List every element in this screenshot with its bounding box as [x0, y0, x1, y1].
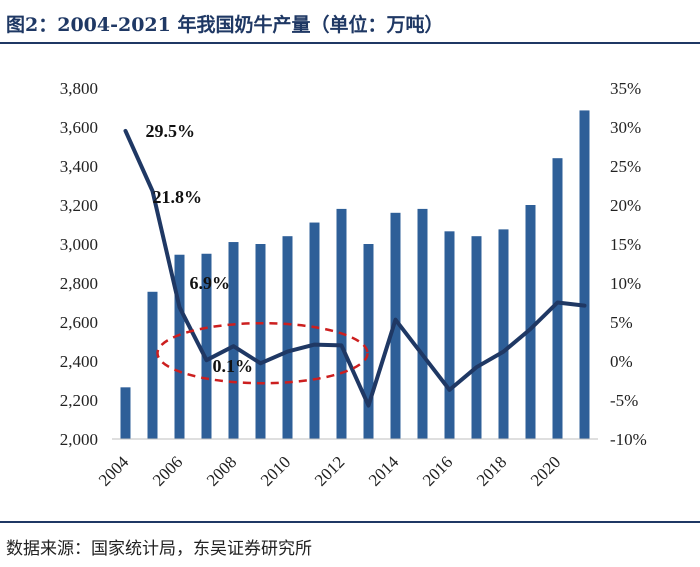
- right-tick-label: -5%: [610, 391, 638, 410]
- growth-point-2016: [449, 389, 450, 391]
- left-tick-label: 3,800: [60, 79, 98, 98]
- bar-2004: [120, 387, 131, 439]
- left-tick-label: 3,400: [60, 157, 98, 176]
- x-tick-label: 2004: [95, 452, 133, 490]
- bar-2007: [201, 253, 212, 439]
- highlight-layer: [156, 321, 369, 385]
- bar-2011: [309, 222, 320, 439]
- bar-2013: [363, 244, 374, 439]
- highlight-ellipse: [156, 321, 369, 385]
- bar-2010: [282, 236, 293, 439]
- x-tick-label: 2016: [419, 452, 456, 489]
- x-tick-label: 2010: [257, 452, 294, 489]
- growth-line: [123, 128, 587, 408]
- growth-point-2013: [368, 404, 369, 406]
- bar-2017: [471, 236, 482, 439]
- data-label-2004: 29.5%: [146, 121, 196, 141]
- page-title: 图2：2004-2021 年我国奶牛产量（单位：万吨）: [6, 14, 444, 36]
- growth-point-2007: [206, 359, 207, 361]
- label-layer: 29.5% 21.8% 6.9% 0.1%: [146, 121, 254, 376]
- growth-point-2005: [152, 190, 153, 192]
- footer-divider: [0, 521, 700, 523]
- left-tick-label: 2,400: [60, 352, 98, 371]
- left-tick-label: 2,800: [60, 274, 98, 293]
- right-tick-label: 5%: [610, 313, 633, 332]
- growth-point-2019: [530, 328, 531, 330]
- growth-point-2009: [260, 362, 261, 364]
- bars-layer: [120, 110, 590, 440]
- left-tick-label: 3,600: [60, 118, 98, 137]
- left-tick-label: 2,200: [60, 391, 98, 410]
- right-tick-label: 20%: [610, 196, 641, 215]
- right-tick-label: 30%: [610, 118, 641, 137]
- title-bar: 图2：2004-2021 年我国奶牛产量（单位：万吨）: [0, 0, 700, 40]
- right-tick-label: 25%: [610, 157, 641, 176]
- title-divider: [0, 42, 700, 44]
- growth-point-2018: [503, 351, 504, 353]
- left-tick-label: 3,200: [60, 196, 98, 215]
- data-label-2006: 6.9%: [190, 273, 231, 293]
- bar-2005: [147, 291, 158, 439]
- right-tick-label: 35%: [610, 79, 641, 98]
- growth-point-2008: [233, 345, 234, 347]
- chart: 2,000 2,200 2,400 2,600 2,800 3,000 3,200 3,400…: [60, 79, 647, 490]
- data-label-2005: 21.8%: [153, 187, 203, 207]
- left-tick-label: 2,000: [60, 430, 98, 449]
- x-tick-label: 2008: [203, 452, 240, 489]
- right-tick-label: 0%: [610, 352, 633, 371]
- bar-2009: [255, 244, 266, 439]
- right-tick-label: 10%: [610, 274, 641, 293]
- bar-2018: [498, 229, 509, 439]
- left-tick-label: 3,000: [60, 235, 98, 254]
- x-tick-label: 2014: [365, 452, 403, 490]
- growth-point-2012: [341, 344, 342, 346]
- growth-point-2014: [395, 319, 396, 321]
- source-note: 数据来源：国家统计局，东吴证券研究所: [6, 539, 312, 559]
- x-tick-label: 2018: [473, 452, 510, 489]
- line-layer: [123, 128, 587, 408]
- growth-point-2021: [584, 305, 585, 307]
- growth-point-2011: [314, 344, 315, 346]
- bar-2020: [552, 158, 563, 439]
- bar-2021: [579, 110, 590, 440]
- growth-point-2010: [287, 351, 288, 353]
- growth-point-2006: [179, 306, 180, 308]
- left-tick-label: 2,600: [60, 313, 98, 332]
- x-tick-label: 2006: [149, 452, 186, 489]
- bar-2015: [417, 208, 428, 439]
- data-label-2007: 0.1%: [213, 356, 254, 376]
- x-tick-label: 2020: [527, 452, 564, 489]
- bar-2008: [228, 242, 239, 439]
- bar-2006: [174, 254, 185, 439]
- growth-point-2017: [476, 366, 477, 368]
- bar-2019: [525, 205, 536, 439]
- growth-point-2020: [557, 302, 558, 303]
- x-tick-label: 2012: [311, 452, 348, 489]
- growth-point-2004: [125, 130, 126, 132]
- bar-2016: [444, 231, 455, 439]
- growth-point-2015: [422, 354, 423, 356]
- bar-2012: [336, 208, 347, 439]
- right-tick-label: -10%: [610, 430, 647, 449]
- right-tick-label: 15%: [610, 235, 641, 254]
